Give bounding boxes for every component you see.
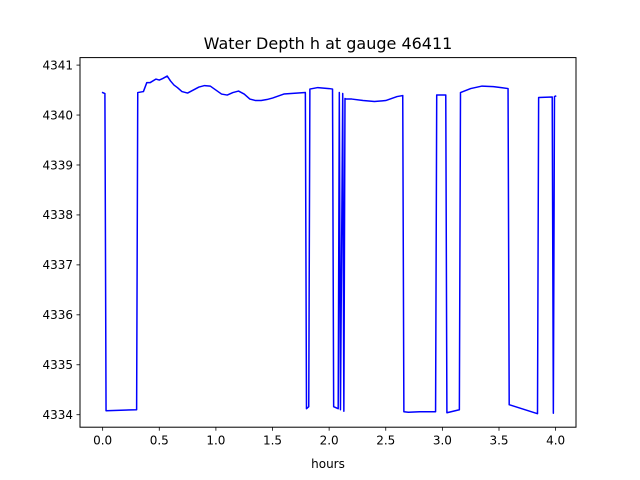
series-line-0 [101, 75, 557, 415]
x-tick-label: 2.0 [320, 434, 339, 448]
x-tick-label: 1.0 [206, 434, 225, 448]
y-tick-label: 4340 [42, 108, 73, 122]
plot-layer [101, 75, 557, 415]
y-tick-label: 4337 [42, 258, 73, 272]
x-axis: 0.0 0.5 1.0 1.5 2.0 2.5 3.0 3.5 4.0 [93, 427, 565, 448]
y-tick-label: 4335 [42, 358, 73, 372]
x-tick-label: 3.5 [489, 434, 508, 448]
x-tick-label: 2.5 [376, 434, 395, 448]
chart-title: Water Depth h at gauge 46411 [204, 34, 453, 53]
x-axis-label: hours [311, 457, 345, 471]
x-tick-label: 4.0 [546, 434, 565, 448]
x-tick-label: 0.5 [150, 434, 169, 448]
y-tick-label: 4334 [42, 408, 73, 422]
y-tick-label: 4339 [42, 158, 73, 172]
x-tick-label: 1.5 [263, 434, 282, 448]
x-tick-label: 0.0 [93, 434, 112, 448]
y-axis: 4334 4335 4336 4337 4338 4339 4340 4341 [42, 58, 80, 422]
plot-frame [79, 57, 577, 428]
y-tick-label: 4338 [42, 208, 73, 222]
y-tick-label: 4341 [42, 58, 73, 72]
y-tick-label: 4336 [42, 308, 73, 322]
x-tick-label: 3.0 [433, 434, 452, 448]
